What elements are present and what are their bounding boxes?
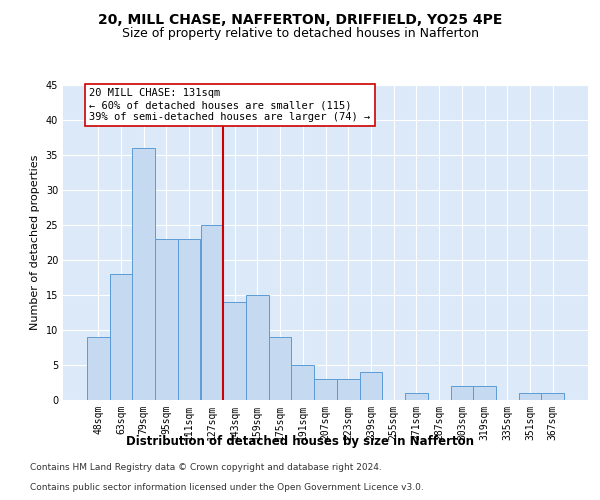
Bar <box>178 239 200 400</box>
Bar <box>223 302 246 400</box>
Text: 20 MILL CHASE: 131sqm
← 60% of detached houses are smaller (115)
39% of semi-det: 20 MILL CHASE: 131sqm ← 60% of detached … <box>89 88 370 122</box>
Text: Distribution of detached houses by size in Nafferton: Distribution of detached houses by size … <box>126 435 474 448</box>
Bar <box>133 148 155 400</box>
Bar <box>155 239 178 400</box>
Bar <box>541 393 564 400</box>
Bar <box>451 386 473 400</box>
Bar <box>314 379 337 400</box>
Bar <box>110 274 133 400</box>
Y-axis label: Number of detached properties: Number of detached properties <box>30 155 40 330</box>
Text: Size of property relative to detached houses in Nafferton: Size of property relative to detached ho… <box>121 28 479 40</box>
Bar <box>200 225 223 400</box>
Text: 20, MILL CHASE, NAFFERTON, DRIFFIELD, YO25 4PE: 20, MILL CHASE, NAFFERTON, DRIFFIELD, YO… <box>98 12 502 26</box>
Bar <box>518 393 541 400</box>
Bar <box>246 295 269 400</box>
Bar <box>359 372 382 400</box>
Bar <box>269 337 292 400</box>
Bar <box>292 365 314 400</box>
Bar <box>337 379 359 400</box>
Bar <box>405 393 428 400</box>
Text: Contains public sector information licensed under the Open Government Licence v3: Contains public sector information licen… <box>30 484 424 492</box>
Text: Contains HM Land Registry data © Crown copyright and database right 2024.: Contains HM Land Registry data © Crown c… <box>30 464 382 472</box>
Bar <box>87 337 110 400</box>
Bar <box>473 386 496 400</box>
